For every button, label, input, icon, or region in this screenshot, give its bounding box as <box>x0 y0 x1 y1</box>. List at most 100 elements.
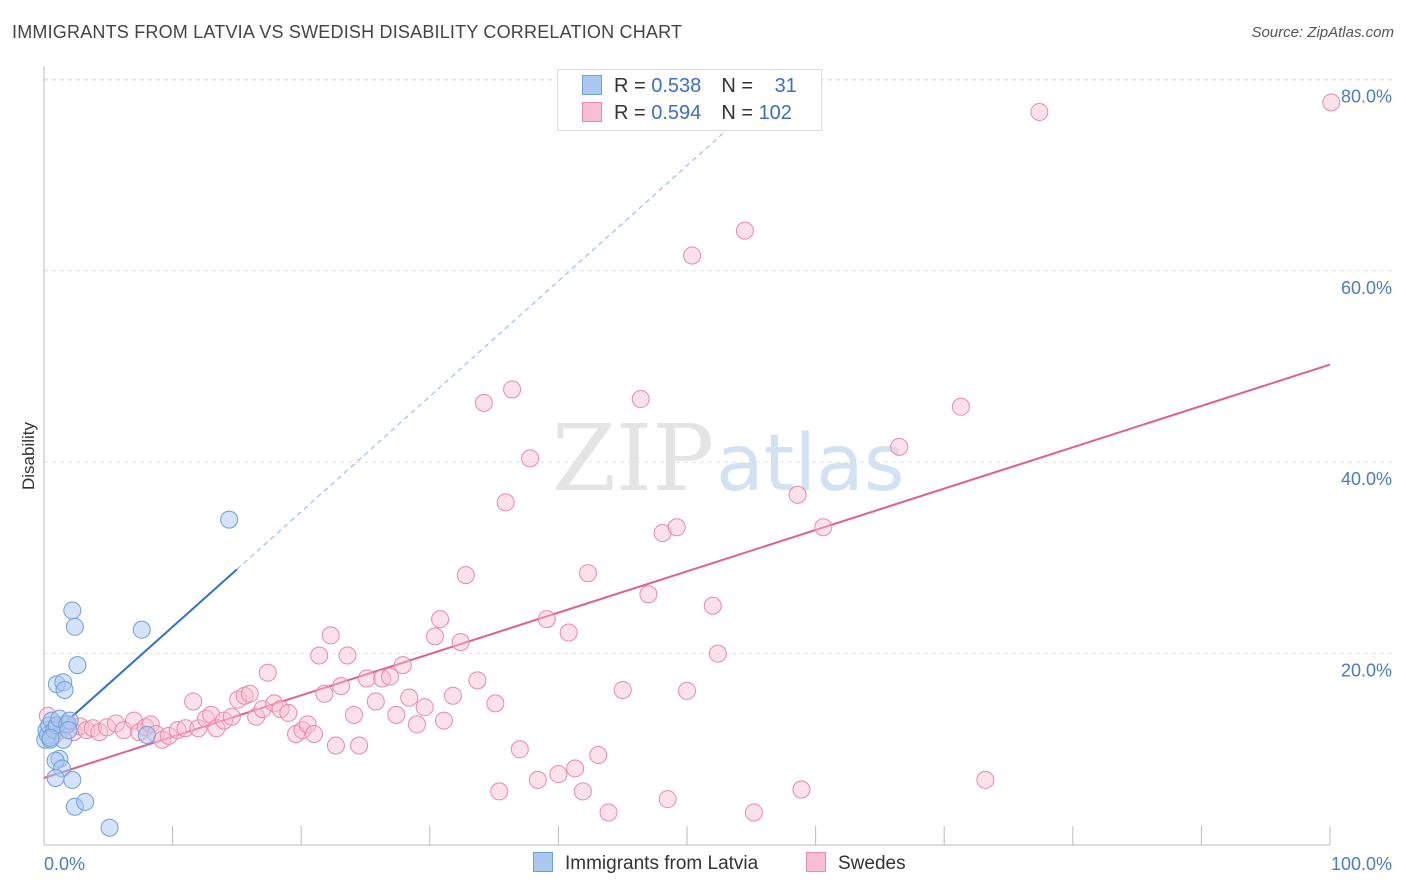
latvia-point <box>100 818 119 837</box>
swedes-point <box>168 721 187 740</box>
swedes-point <box>366 692 385 711</box>
swedes-point <box>222 707 241 726</box>
swedes-point <box>415 698 434 717</box>
latvia-swatch <box>582 75 602 95</box>
swedes-point <box>486 694 505 713</box>
swedes-point <box>578 564 597 583</box>
swedes-point <box>298 715 317 734</box>
swedes-point <box>951 397 970 416</box>
latvia-point <box>68 656 87 675</box>
swedes-point <box>735 221 754 240</box>
source-label: Source: ZipAtlas.com <box>1251 24 1394 41</box>
swedes-point <box>589 746 608 765</box>
latvia-legend-swatch <box>533 852 553 872</box>
latvia-point <box>63 601 82 620</box>
latvia-trend-line <box>43 568 238 743</box>
swedes-point <box>431 610 450 629</box>
swedes-point <box>189 719 208 738</box>
latvia-point <box>59 721 78 740</box>
swedes-point <box>549 765 568 784</box>
swedes-point <box>890 437 909 456</box>
legend-n-label: N = <box>721 75 759 97</box>
y-tick-label: 60.0% <box>1341 278 1392 298</box>
swedes-point <box>393 656 412 675</box>
gridlines <box>44 78 1392 655</box>
swedes-legend-label: Swedes <box>838 853 906 874</box>
swedes-point <box>443 686 462 705</box>
swedes-point <box>456 566 475 585</box>
swedes-point <box>293 721 312 740</box>
legend-r-label: R = <box>614 102 652 124</box>
stats-legend: R = 0.538 N = 31 R = 0.594 N = 102 <box>557 69 822 131</box>
swedes-point <box>240 684 259 703</box>
latvia-point <box>137 725 156 744</box>
y-tick-label: 40.0% <box>1341 469 1392 489</box>
swedes-point <box>468 671 487 690</box>
swedes-point <box>613 680 632 699</box>
swedes-point <box>107 714 126 733</box>
swedes-point <box>184 692 203 711</box>
swedes-point <box>639 585 658 604</box>
legend-row-latvia: R = 0.538 N = 31 <box>582 75 797 98</box>
swedes-point <box>321 626 340 645</box>
swedes-point <box>247 707 266 726</box>
axes <box>43 66 1331 846</box>
swedes-point <box>559 623 578 642</box>
latvia-point <box>63 770 82 789</box>
legend-r-value: 0.538 <box>651 75 702 97</box>
swedes-point <box>451 633 470 652</box>
bottom-legend-swedes: Swedes <box>806 852 906 875</box>
swedes-swatch <box>582 102 602 122</box>
swedes-point <box>474 393 493 412</box>
swedes-point <box>434 711 453 730</box>
swedes-point <box>373 669 392 688</box>
swedes-point <box>310 646 329 665</box>
latvia-point <box>220 510 239 529</box>
swedes-point <box>976 770 995 789</box>
swedes-legend-swatch <box>806 852 826 872</box>
swedes-point <box>573 782 592 801</box>
swedes-point <box>326 736 345 755</box>
swedes-point <box>425 627 444 646</box>
x-tick-label: 100.0% <box>1331 854 1392 874</box>
data-points <box>36 93 1341 837</box>
bottom-legend-latvia: Immigrants from Latvia <box>533 852 758 875</box>
swedes-point <box>387 705 406 724</box>
swedes-point <box>176 719 195 738</box>
swedes-point <box>667 518 686 537</box>
swedes-point <box>253 700 272 719</box>
swedes-point <box>496 493 515 512</box>
legend-n-value: 31 <box>774 75 797 97</box>
swedes-point <box>315 684 334 703</box>
swedes-point <box>332 677 351 696</box>
swedes-point <box>305 724 324 743</box>
watermark-atlas: atlas <box>716 419 905 509</box>
watermark-zip: ZIP <box>552 405 714 512</box>
swedes-point <box>490 782 509 801</box>
swedes-point <box>357 669 376 688</box>
latvia-point <box>132 620 151 639</box>
y-axis-label: Disability <box>19 421 38 490</box>
watermark: ZIP atlas <box>552 405 905 512</box>
legend-n-label: N = <box>721 102 759 124</box>
latvia-point <box>46 769 65 788</box>
swedes-point <box>407 715 426 734</box>
swedes-point <box>159 726 178 745</box>
swedes-point <box>678 681 696 700</box>
swedes-point <box>788 485 807 504</box>
y-tick-label: 80.0% <box>1341 86 1392 106</box>
x-tick-labels: 0.0% 100.0% <box>44 854 1392 874</box>
latvia-point <box>41 728 60 747</box>
swedes-point <box>631 390 650 409</box>
x-tick-label: 0.0% <box>44 854 85 874</box>
swedes-point <box>1322 93 1341 112</box>
swedes-point <box>207 719 226 738</box>
swedes-point <box>683 246 702 265</box>
swedes-point <box>814 518 833 537</box>
y-tick-label: 20.0% <box>1341 661 1392 681</box>
swedes-point <box>125 711 144 730</box>
swedes-point <box>658 790 677 809</box>
latvia-point <box>55 680 74 699</box>
swedes-point <box>1030 102 1049 121</box>
